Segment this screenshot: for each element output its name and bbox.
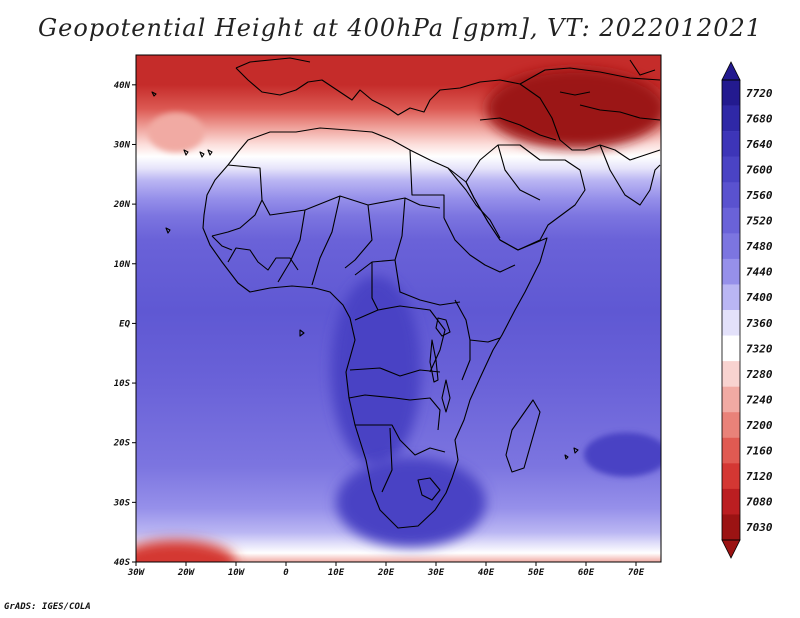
map-plot-area <box>136 55 661 562</box>
latitude-axis: 40N 30N 20N 10N EQ 10S 20S 30S 40S <box>113 81 136 568</box>
height-features <box>136 68 661 562</box>
colorbar-label: 7160 <box>746 445 773 458</box>
colorbar-label: 7640 <box>746 138 773 151</box>
lon-label: 30E <box>427 568 445 578</box>
colorbar-label: 7680 <box>746 112 773 125</box>
grads-credit: GrADS: IGES/COLA <box>4 602 91 612</box>
colorbar-label: 7440 <box>746 266 773 279</box>
lon-label: 10W <box>228 568 246 578</box>
lon-label: 60E <box>578 568 595 578</box>
colorbar-swatch <box>722 361 740 387</box>
colorbar-top-arrow <box>721 61 741 81</box>
colorbar-swatch <box>722 284 740 311</box>
lat-label: EQ <box>119 319 130 329</box>
colorbar-swatch <box>722 310 740 336</box>
colorbar-label: 7720 <box>746 87 773 100</box>
colorbar-swatch <box>722 335 740 362</box>
lat-label: 30N <box>113 140 131 150</box>
colorbar-swatch <box>722 131 740 157</box>
colorbar-frame <box>721 79 741 541</box>
colorbar-swatch <box>722 80 740 106</box>
lat-label: 10S <box>114 379 131 389</box>
lon-label: 0 <box>283 568 289 578</box>
colorbar-label: 7080 <box>746 496 773 509</box>
low-south-atlantic <box>136 540 236 562</box>
high-indian-ocean <box>584 432 661 477</box>
lon-label: 20W <box>177 568 196 578</box>
lon-label: 70E <box>628 568 645 578</box>
arabian-peninsula <box>465 144 586 251</box>
colorbar-swatch <box>722 488 740 515</box>
colorbar-label: 7480 <box>746 240 773 253</box>
lat-label: 40N <box>114 81 131 91</box>
colorbar-swatch <box>722 258 740 285</box>
map-frame <box>135 54 662 563</box>
lon-label: 40E <box>478 568 495 578</box>
lat-label: 20S <box>113 439 131 449</box>
lon-label: 50E <box>528 568 545 578</box>
colorbar-label: 7600 <box>746 163 773 176</box>
madagascar <box>505 399 541 473</box>
colorbar-swatch <box>722 233 740 260</box>
colorbar-swatch <box>722 463 740 490</box>
lat-label: 30S <box>113 498 131 508</box>
high-central-africa <box>331 276 421 467</box>
colorbar-label: 7200 <box>746 419 773 432</box>
colorbar-label: 7520 <box>746 215 773 228</box>
low-atlantic <box>148 112 204 153</box>
europe-coast <box>235 67 521 116</box>
colorbar-label: 7400 <box>746 291 773 304</box>
high-south-africa <box>336 457 486 548</box>
colorbar-bottom-arrow <box>721 539 741 559</box>
colorbar-label: 7360 <box>746 317 773 330</box>
africa-coastline <box>202 127 548 529</box>
colorbar-swatch <box>722 182 740 209</box>
lat-label: 10N <box>114 260 131 270</box>
colorbar-label: 7320 <box>746 342 773 355</box>
colorbar-label: 7560 <box>746 189 773 202</box>
colorbar-label: 7030 <box>746 521 773 534</box>
colorbar-swatch <box>722 437 740 464</box>
colorbar-swatch <box>722 412 740 439</box>
lon-label: 10E <box>328 568 345 578</box>
lon-label: 30W <box>127 568 146 578</box>
lat-label: 20N <box>113 200 131 210</box>
lon-label: 20E <box>377 568 395 578</box>
chart-title: Geopotential Height at 400hPa [gpm], VT:… <box>38 14 762 42</box>
low-arabia-persia <box>486 68 661 149</box>
colorbar-swatch <box>722 514 740 541</box>
colorbar-swatch <box>722 386 740 413</box>
colorbar-label: 7240 <box>746 393 773 406</box>
colorbar-swatch <box>722 207 740 234</box>
longitude-axis: 30W 20W 10W 0 10E 20E 30E 40E 50E 60E 70E <box>127 562 645 578</box>
colorbar-label: 7280 <box>746 368 773 381</box>
asia-borders <box>519 83 661 161</box>
country-borders <box>151 57 661 529</box>
colorbar-swatch <box>722 156 740 183</box>
colorbar-swatch <box>722 105 740 132</box>
colorbar-label: 7120 <box>746 470 773 483</box>
colorbar: 7720 7680 7640 7600 7560 7520 7480 7440 7400 7360… <box>721 61 773 559</box>
lat-label: 40S <box>114 558 131 568</box>
